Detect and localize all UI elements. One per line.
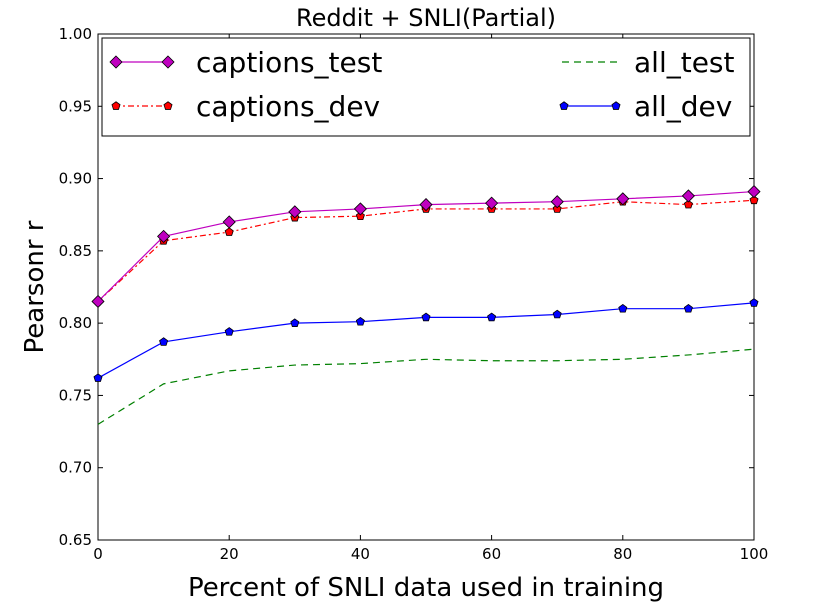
x-tick-label: 80 (613, 545, 632, 563)
legend-marker-captions_dev (111, 101, 121, 110)
legend-marker-all_dev (559, 101, 569, 110)
x-tick-label: 40 (351, 545, 370, 563)
legend-marker-captions_dev (163, 101, 173, 110)
data-point-all_dev (93, 373, 103, 382)
y-tick-label: 0.95 (59, 97, 92, 115)
y-tick-label: 0.90 (59, 170, 92, 188)
data-point-all_dev (159, 337, 169, 346)
data-point-all_dev (290, 318, 300, 327)
data-point-all_dev (618, 303, 628, 313)
data-point-all_dev (552, 309, 562, 319)
legend-marker-captions_test (161, 55, 175, 69)
series-line-all_test (97, 348, 755, 425)
legend-label-all_dev: all_dev (634, 90, 732, 123)
data-point-all_dev (224, 327, 234, 336)
x-tick-label: 100 (740, 545, 769, 563)
data-point-captions_test (288, 205, 302, 219)
x-axis-title: Percent of SNLI data used in training (188, 573, 664, 603)
x-tick-label: 0 (93, 545, 103, 563)
data-point-captions_dev (749, 195, 759, 205)
y-tick-label: 0.70 (59, 459, 92, 477)
data-point-all_dev (421, 312, 431, 322)
y-tick-label: 0.65 (59, 531, 92, 549)
data-point-captions_dev (683, 199, 693, 209)
data-point-captions_test (222, 215, 236, 229)
data-point-captions_dev (224, 227, 234, 236)
y-tick-label: 0.85 (59, 242, 92, 260)
data-point-captions_test (419, 198, 433, 212)
data-point-captions_test (550, 195, 564, 209)
plot-frame (97, 33, 755, 541)
chart-title: Reddit + SNLI(Partial) (296, 4, 556, 32)
y-axis-title: Pearsonr r (20, 220, 50, 353)
legend-marker-all_dev (611, 101, 621, 110)
data-point-captions_test (747, 185, 761, 199)
legend-marker-captions_test (109, 55, 123, 69)
data-point-captions_test (681, 189, 695, 203)
y-tick-label: 0.75 (59, 386, 92, 404)
x-tick-label: 60 (482, 545, 501, 563)
data-point-captions_dev (552, 204, 562, 213)
data-point-all_dev (355, 316, 365, 326)
legend-label-all_test: all_test (634, 46, 735, 79)
y-tick-label: 1.00 (59, 25, 92, 43)
legend-label-captions_test: captions_test (196, 46, 382, 79)
legend-box (101, 37, 751, 137)
legend-label-captions_dev: captions_dev (196, 90, 380, 123)
data-point-captions_test (616, 192, 630, 206)
data-point-captions_test (157, 229, 171, 243)
x-tick-label: 20 (220, 545, 239, 563)
data-point-captions_dev (355, 211, 365, 221)
data-point-all_dev (683, 303, 693, 313)
plot-area: 0.65 0.70 0.75 0.80 0.85 0.90 0.95 1.00 0 20 40 60 8… (59, 25, 769, 563)
data-point-captions_test (485, 196, 499, 210)
legend: captions_test captions_dev all_test all_dev (101, 37, 751, 137)
data-point-captions_test (353, 202, 367, 216)
series-line-captions_dev (97, 199, 755, 302)
data-point-captions_test (91, 294, 105, 309)
y-tick-label: 0.80 (59, 314, 92, 332)
data-point-all_dev (749, 298, 759, 307)
data-point-all_dev (487, 312, 497, 322)
